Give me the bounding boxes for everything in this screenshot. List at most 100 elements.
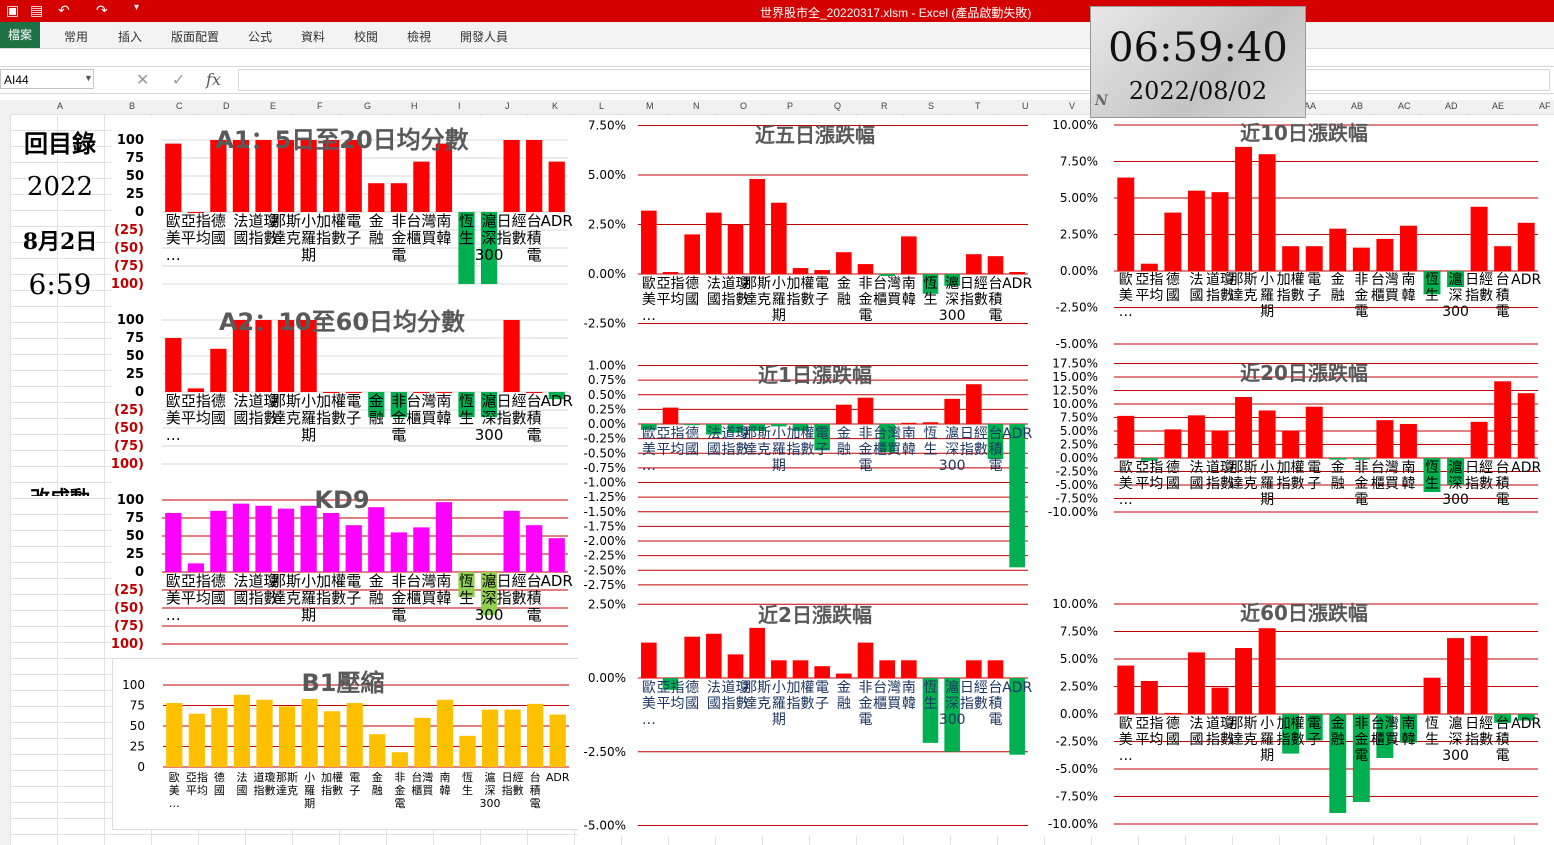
column-header-ad[interactable]: AD (1445, 101, 1458, 111)
chart-1day[interactable]: 1.00% 0.75% 0.50% 0.25% 0.00% -0.25% -0.50% -0.… (578, 356, 1048, 596)
bar (771, 424, 787, 427)
y-tick-label: 15.00% (1052, 370, 1098, 384)
category-label: 電子 (815, 276, 829, 308)
redo-icon[interactable]: ↷ (96, 2, 108, 18)
column-header-e[interactable]: E (270, 101, 277, 111)
tab-data[interactable]: 資料 (301, 30, 326, 44)
column-header-ae[interactable]: AE (1492, 101, 1505, 111)
category-label: 道瓊指數 (722, 276, 750, 308)
bar (1470, 421, 1488, 458)
macro-button-text[interactable]: 改成動 (12, 482, 108, 496)
tab-formulas[interactable]: 公式 (248, 30, 273, 44)
category-label: 台積電 (989, 426, 1003, 474)
column-header-l[interactable]: L (599, 101, 605, 111)
category-label: 日經指數 (960, 680, 988, 712)
bar (165, 143, 182, 212)
y-tick-label: 50 (126, 349, 144, 364)
tab-home[interactable]: 常用 (64, 30, 89, 44)
customize-qat-icon[interactable]: ▾ (134, 2, 140, 13)
bar (1470, 206, 1488, 271)
bar (901, 236, 917, 274)
category-label: 恆生 (924, 426, 938, 458)
category-label: 滬深 300 (939, 425, 966, 474)
column-header-ab[interactable]: AB (1351, 101, 1364, 111)
menu-link[interactable]: 回目錄 (24, 129, 96, 158)
column-header-k[interactable]: K (552, 101, 559, 111)
chart-60day-svg: 10.00% 7.50% 5.00% 2.50% 0.00% -2.50% -5.00% -7… (1048, 597, 1542, 831)
tab-review[interactable]: 校閱 (354, 30, 379, 44)
bar (277, 320, 295, 392)
column-header-n[interactable]: N (693, 101, 700, 111)
enter-icon[interactable]: ✓ (172, 72, 186, 89)
column-header-q[interactable]: Q (834, 101, 842, 111)
bar (706, 633, 722, 678)
undo-icon[interactable]: ↶ (58, 2, 70, 18)
column-header-af[interactable]: AF (1539, 101, 1551, 111)
column-header-a[interactable]: A (57, 101, 64, 111)
y-tick-label: (50) (114, 421, 144, 436)
chart-10day[interactable]: 10.00% 7.50% 5.00% 2.50% 0.00% -2.50% -5.00% 歐美… (1048, 116, 1554, 356)
column-header-aa[interactable]: AA (1304, 101, 1317, 111)
chart-5day[interactable]: 7.50% 5.00% 2.50% 0.00% -2.50% 歐美… 亞指平均 德國 法國 道瓊指… (578, 116, 1048, 356)
column-header-o[interactable]: O (740, 101, 748, 111)
column-header-t[interactable]: T (975, 101, 981, 111)
column-header-i[interactable]: I (458, 101, 461, 111)
y-tick-label: 0.00% (588, 671, 626, 685)
bar (458, 392, 475, 418)
bar (301, 698, 318, 767)
bar (346, 703, 363, 767)
column-header-h[interactable]: H (411, 101, 418, 111)
chart-2day[interactable]: 2.50% 0.00% -2.50% -5.00% 歐美… 亞指平均 德國 法國 道瓊指數 那斯達… (578, 596, 1048, 836)
column-header-j[interactable]: J (505, 101, 510, 111)
tab-file[interactable]: 檔案 (0, 22, 41, 48)
bar (187, 563, 204, 572)
category-label: 德國 (685, 680, 699, 712)
cancel-icon[interactable]: ✕ (136, 72, 150, 89)
chart-kd9-svg: 100 75 50 25 0 (25) (50) (75) (100) 歐美…亞指平均德國法國道瓊… (105, 486, 573, 652)
column-header-v[interactable]: V (1069, 101, 1076, 111)
formula-input[interactable] (238, 69, 1550, 91)
category-label: 滬深 300 (475, 212, 504, 264)
bar (1447, 458, 1465, 485)
column-header-c[interactable]: C (176, 101, 183, 111)
bar (527, 703, 544, 767)
bar (1376, 420, 1394, 458)
insert-function-icon[interactable]: fx (206, 70, 221, 89)
name-box[interactable]: AI44 (0, 69, 94, 89)
column-header-d[interactable]: D (223, 101, 230, 111)
category-label: 台灣櫃買 (1371, 716, 1399, 748)
category-label: 小羅期 (772, 426, 786, 474)
column-header-f[interactable]: F (317, 101, 323, 111)
chart-60day[interactable]: 10.00% 7.50% 5.00% 2.50% 0.00% -2.50% -5.00% -7… (1048, 596, 1554, 836)
category-label: 日經指數 (1465, 272, 1493, 304)
column-header-r[interactable]: R (881, 101, 888, 111)
save-icon[interactable]: ▤ (30, 2, 44, 18)
name-box-dropdown-icon[interactable]: ▼ (84, 73, 93, 83)
category-label: 非金電 (1354, 272, 1368, 320)
category-label: 歐美… (1119, 716, 1133, 764)
tab-view[interactable]: 檢視 (407, 30, 432, 44)
chart-a1[interactable]: 100 75 50 25 0 (25) (50) (75) (100) 歐美…亞指平均德國法國道瓊… (105, 116, 578, 298)
chart-20day[interactable]: 17.50% 15.00% 12.50% 10.00% 7.50% 5.00% 2.50% 0… (1048, 356, 1554, 596)
category-label: 歐美… (166, 212, 181, 264)
category-label: 金融 (369, 212, 384, 247)
bar (1494, 381, 1512, 458)
tab-insert[interactable]: 插入 (118, 30, 143, 44)
chart-kd9[interactable]: 100 75 50 25 0 (25) (50) (75) (100) 歐美…亞指平均德國法國道瓊… (105, 476, 578, 658)
chart-a2[interactable]: 100 75 50 25 0 (25) (50) (75) (100) 歐美…亞指平均德國法國道瓊… (105, 298, 578, 476)
column-header-p[interactable]: P (787, 101, 794, 111)
tab-developer[interactable]: 開發人員 (460, 30, 509, 44)
category-label: 那斯達克 (743, 426, 771, 458)
column-header-s[interactable]: S (928, 101, 935, 111)
excel-icon: ▣ (6, 2, 20, 18)
column-header-u[interactable]: U (1022, 101, 1029, 111)
y-tick-label: -2.50% (1056, 735, 1098, 749)
column-header-b[interactable]: B (129, 101, 136, 111)
column-header-g[interactable]: G (364, 101, 372, 111)
category-label: 非金電 (859, 680, 873, 728)
chart-b1[interactable]: 100 75 50 25 0 歐美… 亞指平均 德國 法國 道瓊指數 那斯達克 小羅期 加權指數 電子 金融… (112, 658, 580, 830)
column-header-ac[interactable]: AC (1398, 101, 1411, 111)
column-header-m[interactable]: M (646, 101, 654, 111)
tab-page-layout[interactable]: 版面配置 (171, 30, 220, 44)
bar (256, 699, 273, 767)
